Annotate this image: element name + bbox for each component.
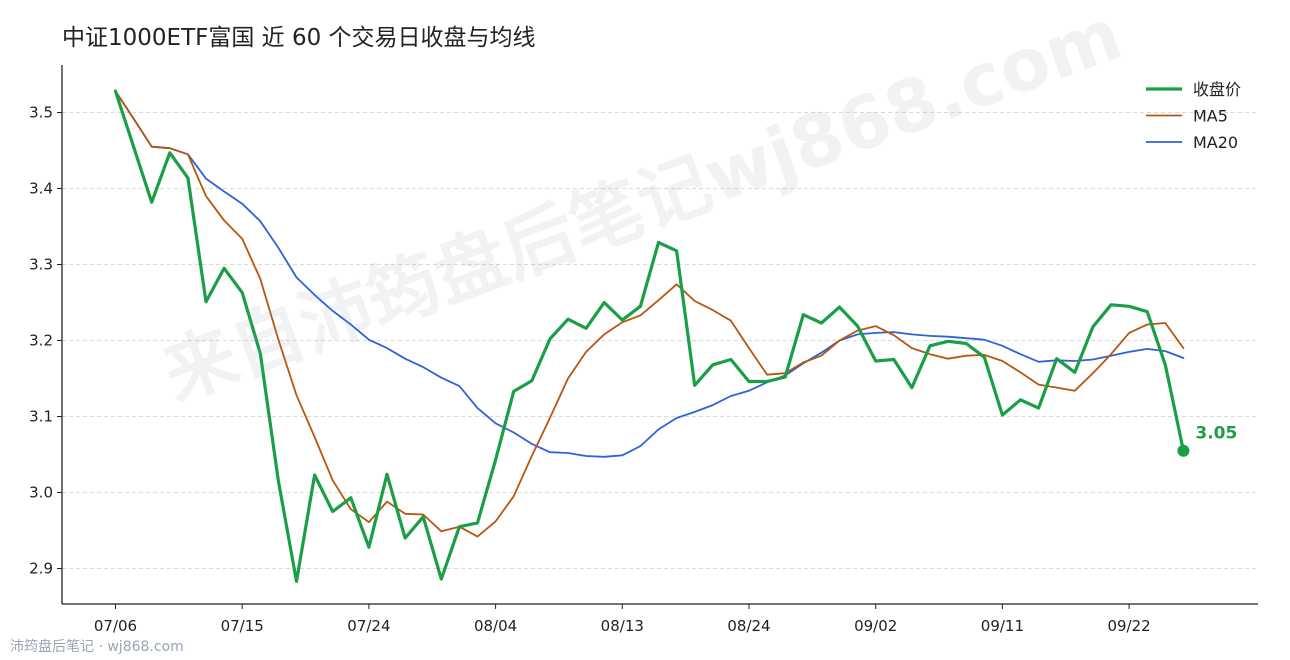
series-ma5-line	[114, 90, 1185, 538]
legend-label-close: 收盘价	[1193, 80, 1241, 99]
x-tick-label: 08/24	[727, 617, 770, 635]
x-tick-label: 08/13	[601, 617, 644, 635]
last-close-label: 3.05	[1195, 424, 1237, 444]
series-ma20-line	[114, 90, 1185, 458]
y-tick-label: 2.9	[29, 560, 53, 578]
x-tick-label: 08/04	[474, 617, 517, 635]
series-close-line	[113, 89, 1186, 584]
grid-layer	[62, 112, 1258, 569]
x-tick-label: 09/02	[854, 617, 897, 635]
watermark-corner: 沛筠盘后笔记 · wj868.com	[10, 639, 184, 655]
x-tick-label: 07/24	[347, 617, 390, 635]
x-tick-label: 07/06	[94, 617, 137, 635]
y-tick-label: 3.1	[29, 408, 53, 426]
series-layer: 3.05	[113, 89, 1237, 584]
y-tick-label: 3.3	[29, 256, 53, 274]
y-tick-label: 3.2	[29, 332, 53, 350]
x-tick-label: 07/15	[221, 617, 264, 635]
x-tick-label: 09/11	[981, 617, 1024, 635]
legend-label-ma5: MA5	[1193, 107, 1228, 126]
legend-label-ma20: MA20	[1193, 133, 1238, 152]
x-tick-label: 09/22	[1107, 617, 1150, 635]
axis-layer: 2.9 3.0 3.1 3.2 3.3 3.4 3.5 07/06 07/15 07/24 08/0…	[29, 65, 1258, 635]
y-tick-label: 3.0	[29, 484, 53, 502]
legend: 收盘价 MA5 MA20	[1146, 80, 1241, 152]
y-tick-label: 3.4	[29, 180, 53, 198]
y-tick-label: 3.5	[29, 104, 53, 122]
chart-title: 中证1000ETF富国 近 60 个交易日收盘与均线	[62, 25, 536, 51]
last-close-point	[1177, 444, 1190, 457]
